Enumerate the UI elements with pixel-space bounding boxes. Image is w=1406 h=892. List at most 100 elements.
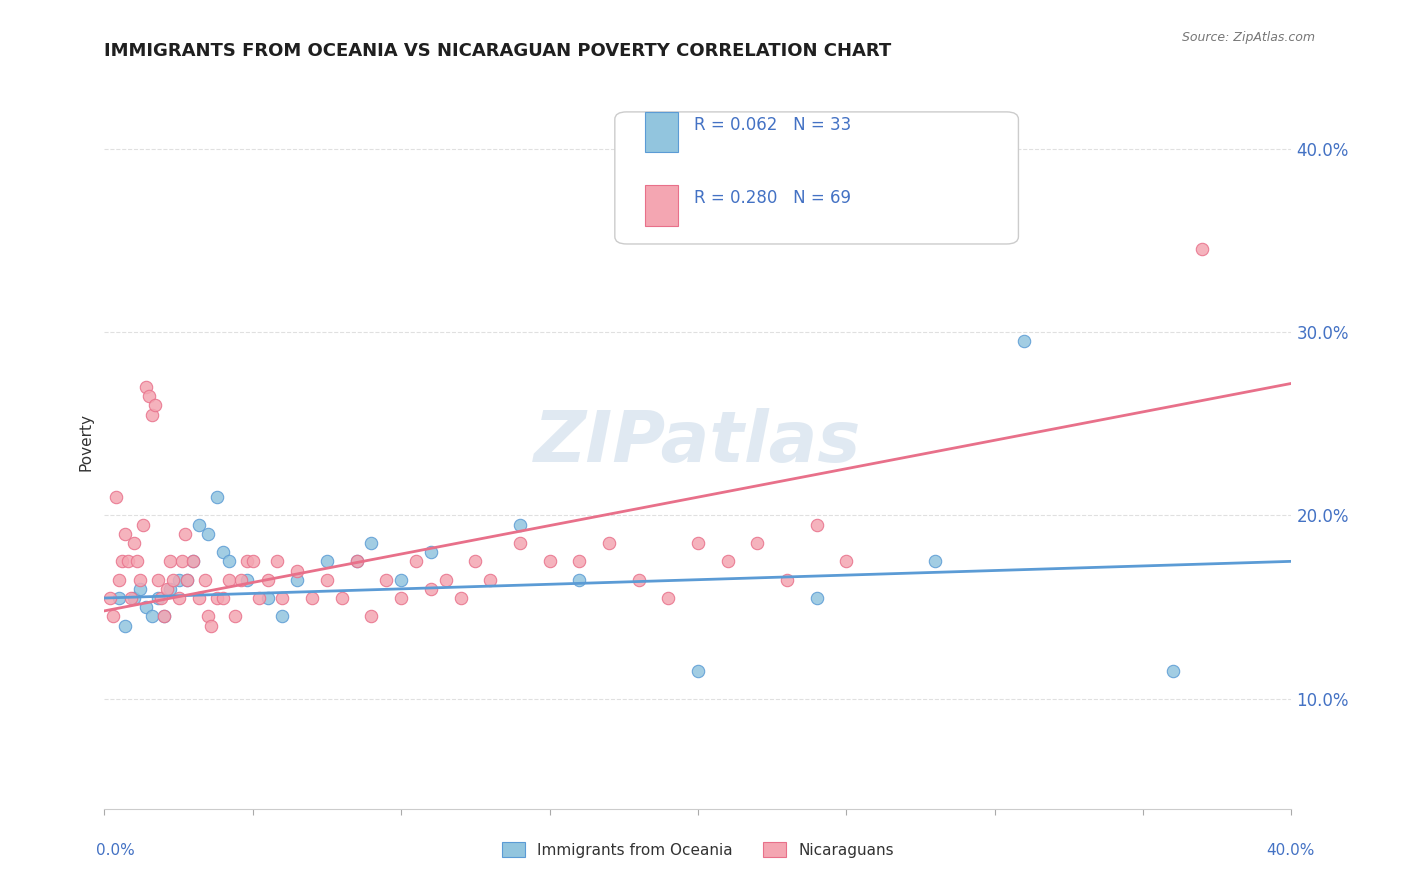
Text: 40.0%: 40.0% [1267,843,1315,858]
Point [360,536,382,550]
Point [114,618,136,632]
Point [224,609,246,624]
Point [806,591,828,605]
Text: R = 0.062   N = 33: R = 0.062 N = 33 [695,116,852,134]
Point [835,554,858,568]
Point [360,609,382,624]
Point [176,573,198,587]
Text: IMMIGRANTS FROM OCEANIA VS NICARAGUAN POVERTY CORRELATION CHART: IMMIGRANTS FROM OCEANIA VS NICARAGUAN PO… [104,42,891,60]
Point [256,573,278,587]
Point [686,665,709,679]
Point [117,554,139,568]
Point [156,582,179,596]
FancyBboxPatch shape [644,186,678,226]
Point [122,536,145,550]
Point [152,609,174,624]
Text: R = 0.280   N = 69: R = 0.280 N = 69 [695,189,852,207]
Point [256,591,278,605]
Point [176,573,198,587]
Point [188,591,211,605]
FancyBboxPatch shape [614,112,1018,244]
Point [419,545,441,559]
Point [135,600,157,615]
Text: Source: ZipAtlas.com: Source: ZipAtlas.com [1181,31,1315,45]
Point [173,526,195,541]
Point [205,591,228,605]
Point [129,573,152,587]
Point [135,380,157,394]
Point [138,389,160,403]
Point [598,536,620,550]
Point [266,554,288,568]
Text: 0.0%: 0.0% [96,843,135,858]
Point [188,517,211,532]
Point [120,591,142,605]
Point [568,554,591,568]
Point [464,554,486,568]
Point [114,526,136,541]
Point [716,554,738,568]
Point [346,554,368,568]
Point [330,591,353,605]
Point [125,554,148,568]
Point [143,399,166,413]
Point [247,591,270,605]
Point [159,582,181,596]
Point [200,618,222,632]
Point [924,554,946,568]
Point [205,490,228,504]
Point [103,609,125,624]
Legend: Immigrants from Oceania, Nicaraguans: Immigrants from Oceania, Nicaraguans [496,836,900,863]
Point [375,573,398,587]
Point [167,573,190,587]
Point [1191,243,1213,257]
Point [229,573,252,587]
Point [149,591,172,605]
Point [450,591,472,605]
Point [105,490,128,504]
Point [132,517,155,532]
Point [776,573,799,587]
Point [183,554,205,568]
Point [218,573,240,587]
Point [146,591,169,605]
Point [271,591,294,605]
Point [212,545,235,559]
Point [538,554,561,568]
Point [236,573,259,587]
Point [509,517,531,532]
Point [141,609,163,624]
Point [129,582,152,596]
Point [346,554,368,568]
Point [389,573,412,587]
Point [170,554,193,568]
Point [1014,334,1036,349]
Point [479,573,502,587]
Point [141,408,163,422]
Y-axis label: Poverty: Poverty [79,413,93,471]
Point [271,609,294,624]
Point [568,573,591,587]
Point [146,573,169,587]
Point [197,526,219,541]
Point [159,554,181,568]
Point [686,536,709,550]
Point [316,573,339,587]
FancyBboxPatch shape [644,112,678,153]
Point [806,517,828,532]
Point [98,591,121,605]
Point [509,536,531,550]
Point [108,573,131,587]
Point [434,573,457,587]
Point [108,591,131,605]
Point [419,582,441,596]
Point [657,591,679,605]
Point [389,591,412,605]
Point [285,573,308,587]
Point [152,609,174,624]
Point [218,554,240,568]
Text: ZIPatlas: ZIPatlas [534,408,862,476]
Point [167,591,190,605]
Point [747,536,769,550]
Point [236,554,259,568]
